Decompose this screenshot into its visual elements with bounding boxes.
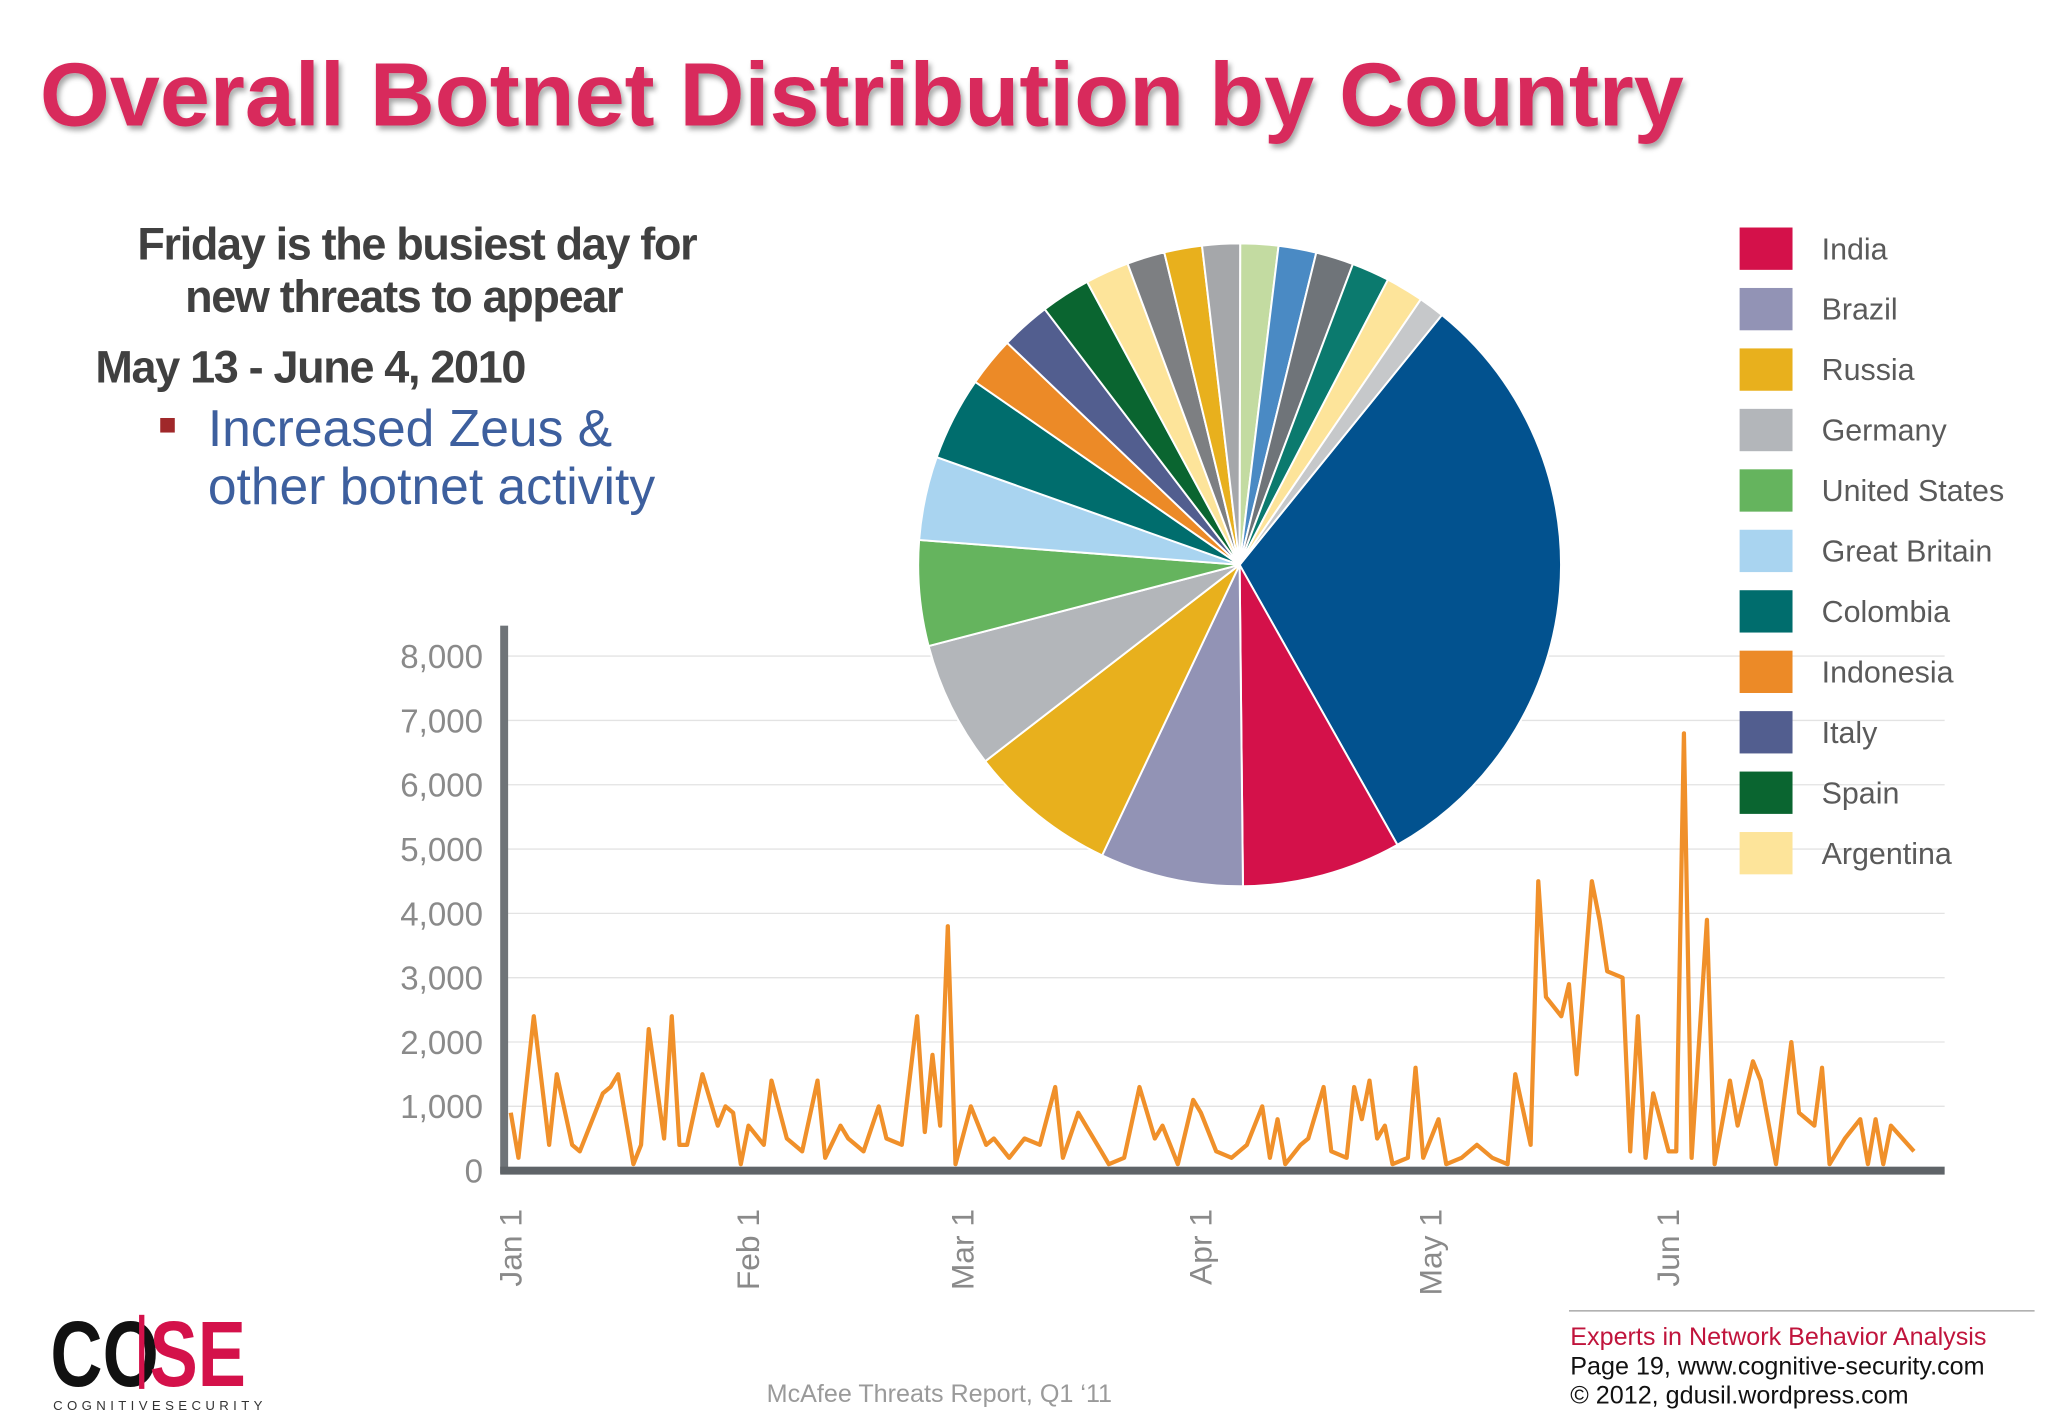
y-tick-label: 1,000 bbox=[400, 1089, 483, 1126]
legend-swatch bbox=[1739, 711, 1793, 754]
bullet-line: Increased Zeus & bbox=[208, 399, 612, 457]
y-tick-label: 8,000 bbox=[400, 639, 483, 676]
logo-divider bbox=[139, 1314, 145, 1389]
legend-swatch bbox=[1739, 771, 1793, 814]
legend-swatch bbox=[1739, 348, 1793, 391]
legend-label: Colombia bbox=[1822, 595, 1951, 629]
footer-page: Page 19, www.cognitive-security.com bbox=[1570, 1352, 1984, 1380]
date-range: May 13 - June 4, 2010 bbox=[95, 341, 525, 392]
data-line bbox=[508, 731, 1916, 1167]
legend-label: India bbox=[1822, 232, 1888, 266]
pie-slice bbox=[983, 564, 1241, 857]
legend-label: Germany bbox=[1822, 414, 1948, 448]
legend-swatch bbox=[1739, 529, 1793, 573]
heading-line: new threats to appear bbox=[185, 271, 623, 322]
pie-slice bbox=[1100, 564, 1244, 888]
logo-tagline: COGNITIVESECURITY bbox=[53, 1398, 267, 1413]
legend-label: Argentina bbox=[1822, 837, 1952, 871]
y-tick-label: 0 bbox=[465, 1154, 483, 1191]
footer-tagline: Experts in Network Behavior Analysis bbox=[1570, 1323, 1986, 1351]
legend-label: Brazil bbox=[1822, 293, 1898, 327]
legend-label: Russia bbox=[1822, 353, 1915, 387]
legend-swatch bbox=[1739, 650, 1793, 693]
pie-slice bbox=[927, 563, 1241, 763]
y-axis bbox=[500, 625, 509, 1174]
y-tick-label: 4,000 bbox=[400, 896, 483, 933]
x-tick-label: May 1 bbox=[1412, 1209, 1448, 1295]
footer-copyright: © 2012, gdusil.wordpress.com bbox=[1570, 1381, 1908, 1409]
x-tick-label: Feb 1 bbox=[730, 1209, 766, 1290]
y-tick-label: 2,000 bbox=[400, 1025, 483, 1062]
x-axis bbox=[500, 1166, 1945, 1175]
legend-label: United States bbox=[1822, 474, 2005, 508]
source: McAfee Threats Report, Q1 ‘11 bbox=[767, 1380, 1112, 1408]
bullet-line: other botnet activity bbox=[208, 457, 655, 515]
legend-swatch bbox=[1739, 287, 1793, 331]
y-tick-label: 7,000 bbox=[400, 703, 483, 740]
legend-label: Italy bbox=[1822, 716, 1879, 750]
legend-swatch bbox=[1739, 832, 1793, 875]
charts: 0 1,000 2,000 3,000 4,000 5,000 6,000 7,000 8,00… bbox=[400, 227, 2005, 1295]
slide-title: Overall Botnet Distribution by Country bbox=[40, 46, 1684, 146]
legend-swatch bbox=[1739, 408, 1793, 452]
legend-swatch bbox=[1739, 227, 1793, 270]
x-tick-label: Mar 1 bbox=[945, 1209, 981, 1290]
y-tick-label: 5,000 bbox=[400, 832, 483, 869]
pie-slice bbox=[1238, 564, 1399, 888]
pie-slice bbox=[1238, 297, 1444, 566]
legend-swatch bbox=[1739, 590, 1793, 633]
pie-slice bbox=[1238, 313, 1563, 847]
x-tick-label: Jun 1 bbox=[1650, 1209, 1686, 1287]
legend-label: Indonesia bbox=[1822, 655, 1954, 689]
heading-line: Friday is the busiest day for bbox=[137, 218, 697, 269]
x-tick-label: Apr 1 bbox=[1182, 1209, 1218, 1285]
legend-label: Great Britain bbox=[1822, 535, 1993, 569]
logo-right: SE bbox=[150, 1303, 246, 1407]
y-tick-label: 3,000 bbox=[400, 961, 483, 998]
x-tick-label: Jan 1 bbox=[492, 1209, 528, 1287]
bullet bbox=[160, 417, 175, 433]
legend-label: Spain bbox=[1822, 776, 1900, 810]
y-tick-label: 6,000 bbox=[400, 768, 483, 805]
legend-swatch bbox=[1739, 469, 1793, 512]
